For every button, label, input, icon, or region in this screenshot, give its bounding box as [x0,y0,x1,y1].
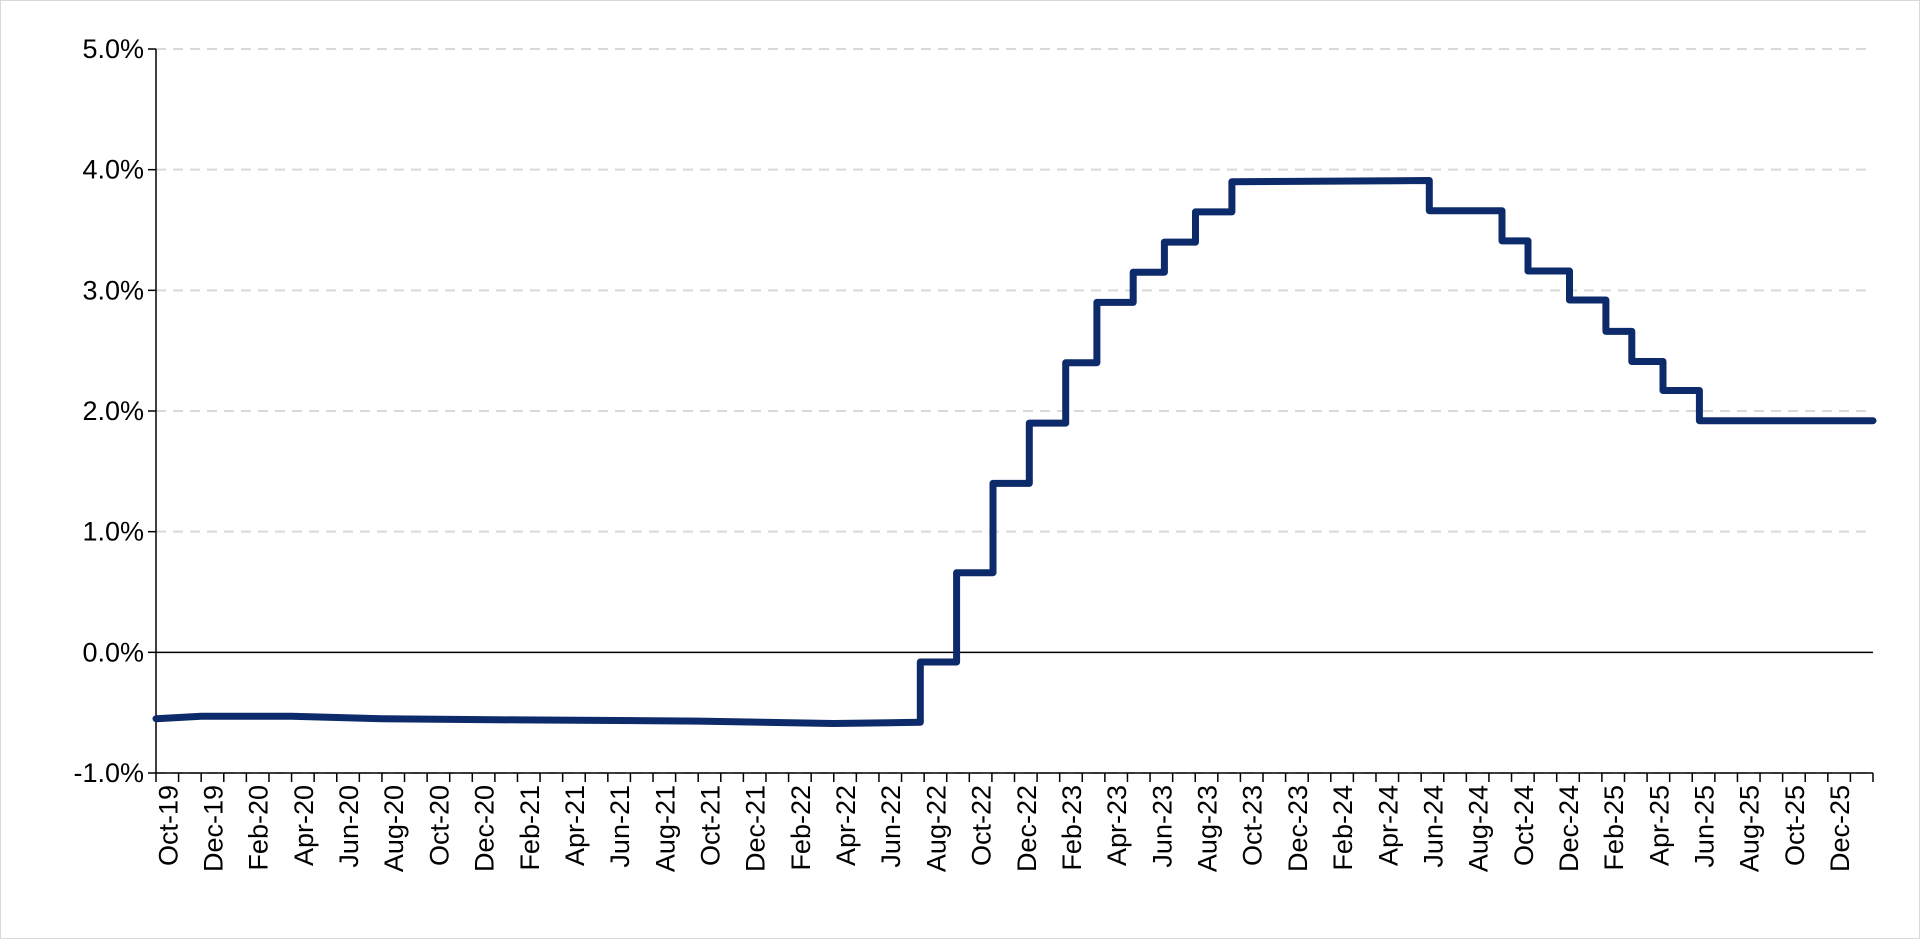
x-tick-label: Feb-22 [786,785,816,871]
x-tick-label: Apr-25 [1644,785,1674,866]
x-tick-label: Aug-21 [650,785,680,872]
x-tick-label: Feb-23 [1057,785,1087,871]
x-tick-label: Apr-23 [1102,785,1132,866]
y-tick-label: 5.0% [82,34,144,64]
x-tick-label: Jun-25 [1690,785,1720,868]
x-tick-label: Feb-20 [244,785,274,871]
y-tick-label: -1.0% [73,758,144,788]
x-tick-label: Jun-22 [876,785,906,868]
x-tick-label: Oct-22 [967,785,997,866]
series-line [152,177,1877,727]
x-tick-label: Dec-24 [1554,785,1584,872]
x-tick-label: Aug-25 [1735,785,1765,872]
x-tick-label: Dec-21 [741,785,771,872]
y-tick-label: 1.0% [82,517,144,547]
x-tick-label: Jun-24 [1418,785,1448,868]
x-tick-label: Dec-20 [470,785,500,872]
x-tick-label: Feb-21 [515,785,545,871]
x-tick-label: Dec-22 [1012,785,1042,872]
x-tick-label: Oct-19 [153,785,183,866]
x-tick-label: Oct-21 [696,785,726,866]
x-tick-label: Apr-22 [831,785,861,866]
x-tick-label: Aug-24 [1464,785,1494,872]
x-tick-label: Apr-24 [1373,785,1403,866]
y-tick-label: 0.0% [82,637,144,667]
x-tick-label: Dec-25 [1825,785,1855,872]
x-tick-label: Oct-24 [1509,785,1539,866]
x-tick-label: Dec-19 [198,785,228,872]
x-tick-label: Jun-20 [334,785,364,868]
x-tick-label: Aug-22 [921,785,951,872]
x-tick-label: Feb-24 [1328,785,1358,871]
x-tick-label: Jun-21 [605,785,635,868]
x-tick-label: Feb-25 [1599,785,1629,871]
y-tick-label: 3.0% [82,275,144,305]
x-tick-label: Aug-20 [379,785,409,872]
x-tick-label: Oct-23 [1238,785,1268,866]
y-tick-label: 2.0% [82,396,144,426]
x-tick-label: Aug-23 [1193,785,1223,872]
x-tick-label: Oct-20 [424,785,454,866]
x-tick-label: Dec-23 [1283,785,1313,872]
x-tick-label: Oct-25 [1780,785,1810,866]
x-tick-label: Apr-20 [289,785,319,866]
x-tick-label: Jun-23 [1147,785,1177,868]
x-tick-label: Apr-21 [560,785,590,866]
y-tick-label: 4.0% [82,155,144,185]
